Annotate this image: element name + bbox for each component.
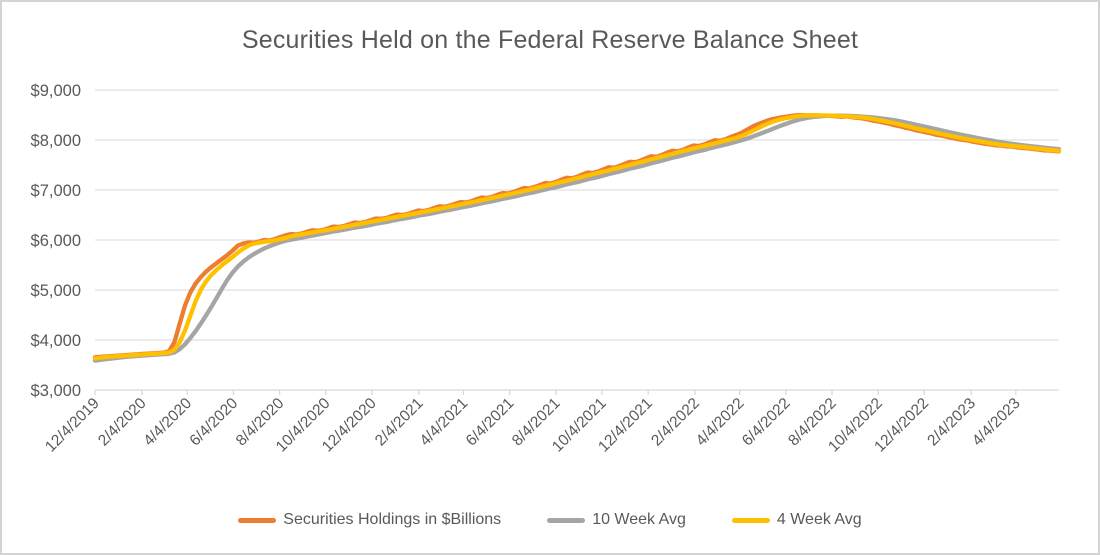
- x-axis-tick-label: 12/4/2019: [42, 395, 103, 456]
- x-axis-tick-label: 4/4/2020: [140, 395, 195, 450]
- x-axis-tick-label: 4/4/2021: [417, 395, 472, 450]
- y-axis-tick-label: $4,000: [31, 332, 81, 350]
- x-axis: [94, 390, 1017, 395]
- legend-item-securities-holdings[interactable]: Securities Holdings in $Billions: [238, 511, 501, 529]
- legend-label: Securities Holdings in $Billions: [283, 511, 502, 528]
- x-axis-tick-label: 6/4/2022: [739, 395, 794, 450]
- legend-label: 10 Week Avg: [592, 511, 686, 528]
- legend-swatch-yellow: [731, 517, 770, 523]
- y-axis-tick-label: $3,000: [31, 382, 81, 400]
- y-axis-tick-label: $7,000: [31, 182, 81, 200]
- series-line-4-week-avg: [92, 113, 1062, 361]
- plot-area: $3,000 $4,000 $5,000 $6,000 $7,000 $8,000 $9,0…: [31, 82, 1062, 456]
- x-axis-labels: 12/4/20192/4/20204/4/20206/4/20208/4/202…: [42, 395, 1024, 456]
- y-axis-tick-label: $8,000: [31, 132, 81, 150]
- x-axis-tick-label: 2/4/2020: [95, 395, 150, 450]
- legend-label: 4 Week Avg: [776, 511, 862, 528]
- series-line-10-week-avg: [92, 113, 1062, 363]
- y-axis-tick-label: $9,000: [31, 82, 81, 100]
- chart-title: Securities Held on the Federal Reserve B…: [241, 26, 859, 54]
- series-lines: [92, 112, 1062, 363]
- y-axis-labels: $3,000 $4,000 $5,000 $6,000 $7,000 $8,000 $9,0…: [31, 82, 81, 400]
- series-line-securities-holdings-in-billions: [92, 112, 1062, 360]
- gridlines: [95, 89, 1059, 391]
- x-axis-tick-label: 4/4/2023: [969, 395, 1024, 450]
- legend-item-10-week-avg[interactable]: 10 Week Avg: [547, 511, 686, 529]
- x-axis-tick-label: 2/4/2021: [372, 395, 427, 450]
- legend-swatch-orange: [238, 517, 277, 523]
- legend-swatch-gray: [547, 517, 586, 523]
- legend-item-4-week-avg[interactable]: 4 Week Avg: [731, 511, 862, 529]
- y-axis-tick-label: $6,000: [31, 232, 81, 250]
- x-axis-tick-label: 6/4/2021: [463, 395, 518, 450]
- y-axis-tick-label: $5,000: [31, 282, 81, 300]
- legend: Securities Holdings in $Billions 10 Week…: [2, 511, 1098, 529]
- x-axis-tick-label: 6/4/2020: [187, 395, 242, 450]
- x-axis-tick-label: 2/4/2023: [924, 395, 979, 450]
- x-axis-tick-label: 4/4/2022: [693, 395, 748, 450]
- x-axis-tick-label: 2/4/2022: [648, 395, 703, 450]
